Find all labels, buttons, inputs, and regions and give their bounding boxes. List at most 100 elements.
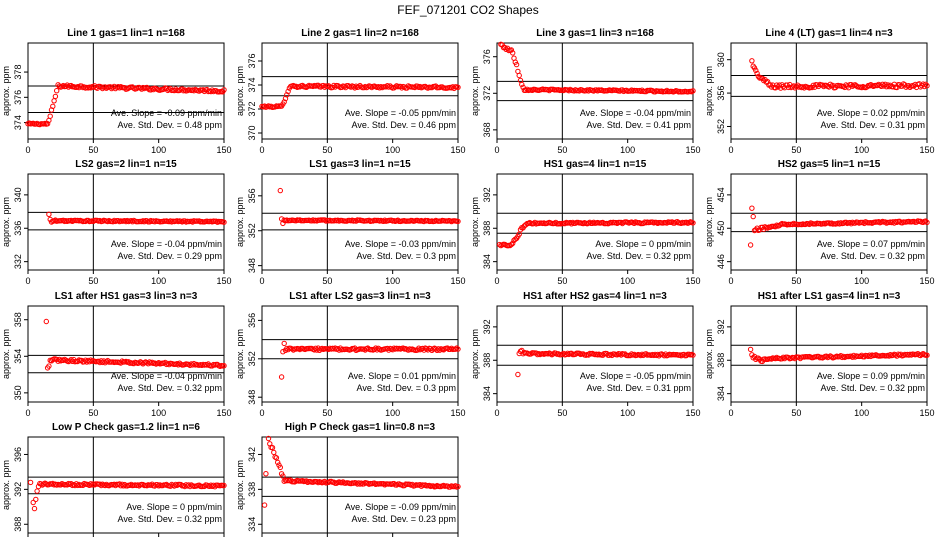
slope-annotation: Ave. Slope = 0.01 ppm/min xyxy=(348,371,456,381)
data-point xyxy=(31,505,38,512)
slope-annotation: Ave. Slope = 0.09 ppm/min xyxy=(817,371,925,381)
std-dev-annotation: Ave. Std. Dev. = 0.46 ppm xyxy=(352,120,456,130)
y-tick-label: 352 xyxy=(716,119,726,134)
x-tick-label: 100 xyxy=(620,145,635,155)
chart-panel: LS1 gas=3 lin=1 n=15 0 50 100 150 348 352 356ap… xyxy=(235,159,466,286)
data-point xyxy=(285,88,291,95)
y-tick-label: 376 xyxy=(247,53,257,68)
data-point xyxy=(221,482,227,489)
data-point xyxy=(840,353,847,360)
data-point xyxy=(43,318,49,325)
data-point xyxy=(754,70,760,77)
std-dev-annotation: Ave. Std. Dev. = 0.29 ppm xyxy=(118,251,222,261)
x-tick-label: 50 xyxy=(557,408,567,418)
y-axis-label: approx. ppm xyxy=(1,197,11,247)
data-point xyxy=(924,83,930,89)
slope-annotation: Ave. Slope = 0.02 ppm/min xyxy=(817,108,925,118)
y-tick-label: 348 xyxy=(247,390,257,405)
x-tick-label: 100 xyxy=(620,276,635,286)
data-point xyxy=(924,352,930,358)
x-tick-label: 150 xyxy=(450,276,465,286)
y-tick-label: 388 xyxy=(13,517,23,532)
data-point xyxy=(261,502,268,508)
y-tick-label: 356 xyxy=(247,313,257,328)
y-tick-label: 336 xyxy=(13,221,23,236)
data-point xyxy=(452,483,459,489)
data-point xyxy=(58,482,64,488)
y-tick-label: 378 xyxy=(13,65,23,80)
data-series xyxy=(261,435,461,508)
std-dev-annotation: Ave. Std. Dev. = 0.3 ppm xyxy=(357,383,456,393)
x-tick-label: 0 xyxy=(25,408,30,418)
y-tick-label: 388 xyxy=(716,353,726,368)
data-series xyxy=(46,211,227,225)
data-point xyxy=(280,349,286,355)
y-tick-label: 392 xyxy=(716,319,726,334)
data-point xyxy=(747,242,754,248)
y-tick-label: 454 xyxy=(716,187,726,202)
panel-title: HS1 gas=4 lin=1 n=15 xyxy=(544,159,647,170)
x-tick-label: 0 xyxy=(259,408,264,418)
x-tick-label: 50 xyxy=(791,145,801,155)
chart-panel: Line 1 gas=1 lin=1 n=168 0 50 100 150 374 376 3… xyxy=(1,28,232,155)
data-point xyxy=(281,340,287,347)
data-point xyxy=(749,205,755,211)
slope-annotation: Ave. Slope = -0.03 ppm/min xyxy=(345,239,456,249)
slope-annotation: Ave. Slope = -0.04 ppm/min xyxy=(111,239,222,249)
y-axis-label: approx. ppm xyxy=(470,329,480,379)
y-tick-label: 338 xyxy=(247,482,257,497)
data-point xyxy=(455,84,461,91)
y-tick-label: 446 xyxy=(716,254,726,269)
std-dev-annotation: Ave. Std. Dev. = 0.31 ppm xyxy=(821,120,925,130)
y-tick-label: 356 xyxy=(247,188,257,203)
data-point xyxy=(690,220,696,226)
x-tick-label: 100 xyxy=(854,145,869,155)
y-tick-label: 370 xyxy=(247,125,257,140)
slope-annotation: Ave. Slope = -0.04 ppm/min xyxy=(111,371,222,381)
slope-annotation: Ave. Slope = -0.09 ppm/min xyxy=(111,108,222,118)
y-tick-label: 374 xyxy=(247,77,257,92)
panel-title: LS1 after HS1 gas=3 lin=3 n=3 xyxy=(55,291,198,302)
x-tick-label: 50 xyxy=(322,408,332,418)
x-tick-label: 100 xyxy=(854,408,869,418)
x-tick-label: 150 xyxy=(919,276,934,286)
x-tick-label: 100 xyxy=(151,408,166,418)
x-tick-label: 50 xyxy=(322,145,332,155)
y-tick-label: 334 xyxy=(247,517,257,532)
panel-title: Line 1 gas=1 lin=1 n=168 xyxy=(67,28,185,39)
x-tick-label: 0 xyxy=(25,145,30,155)
y-tick-label: 360 xyxy=(716,52,726,67)
data-point xyxy=(510,50,516,56)
y-tick-label: 342 xyxy=(247,447,257,462)
x-tick-label: 0 xyxy=(728,145,733,155)
data-point xyxy=(34,488,40,494)
chart-panel: LS1 after HS1 gas=3 lin=3 n=3 0 50 100 150 35… xyxy=(1,291,232,418)
x-tick-label: 150 xyxy=(216,145,231,155)
panel-title: HS1 after HS2 gas=4 lin=1 n=3 xyxy=(523,291,667,302)
x-tick-label: 100 xyxy=(151,145,166,155)
y-axis-label: approx. ppm xyxy=(704,197,714,247)
y-tick-label: 384 xyxy=(482,254,492,269)
y-tick-label: 392 xyxy=(482,319,492,334)
data-point xyxy=(46,363,52,369)
y-tick-label: 352 xyxy=(247,351,257,366)
data-point xyxy=(452,346,459,352)
data-series xyxy=(259,82,461,111)
data-point xyxy=(263,471,269,477)
x-tick-label: 0 xyxy=(494,145,499,155)
chart-panel: Line 4 (LT) gas=1 lin=4 n=3 0 50 100 150 352 3… xyxy=(704,28,935,155)
slope-annotation: Ave. Slope = -0.05 ppm/min xyxy=(580,371,691,381)
data-point xyxy=(515,371,521,378)
y-tick-label: 340 xyxy=(13,187,23,202)
data-point xyxy=(749,58,755,64)
slope-annotation: Ave. Slope = 0 ppm/min xyxy=(595,239,691,249)
data-point xyxy=(271,449,277,456)
data-point xyxy=(277,187,283,194)
plot-frame xyxy=(261,173,459,271)
chart-panel: Line 2 gas=1 lin=2 n=168 0 50 100 150 370 372 3… xyxy=(235,28,466,155)
data-series xyxy=(749,58,930,91)
data-point xyxy=(859,84,865,91)
chart-panel: Line 3 gas=1 lin=3 n=168 0 50 100 150 368 372 3… xyxy=(470,28,701,155)
y-tick-label: 388 xyxy=(482,221,492,236)
